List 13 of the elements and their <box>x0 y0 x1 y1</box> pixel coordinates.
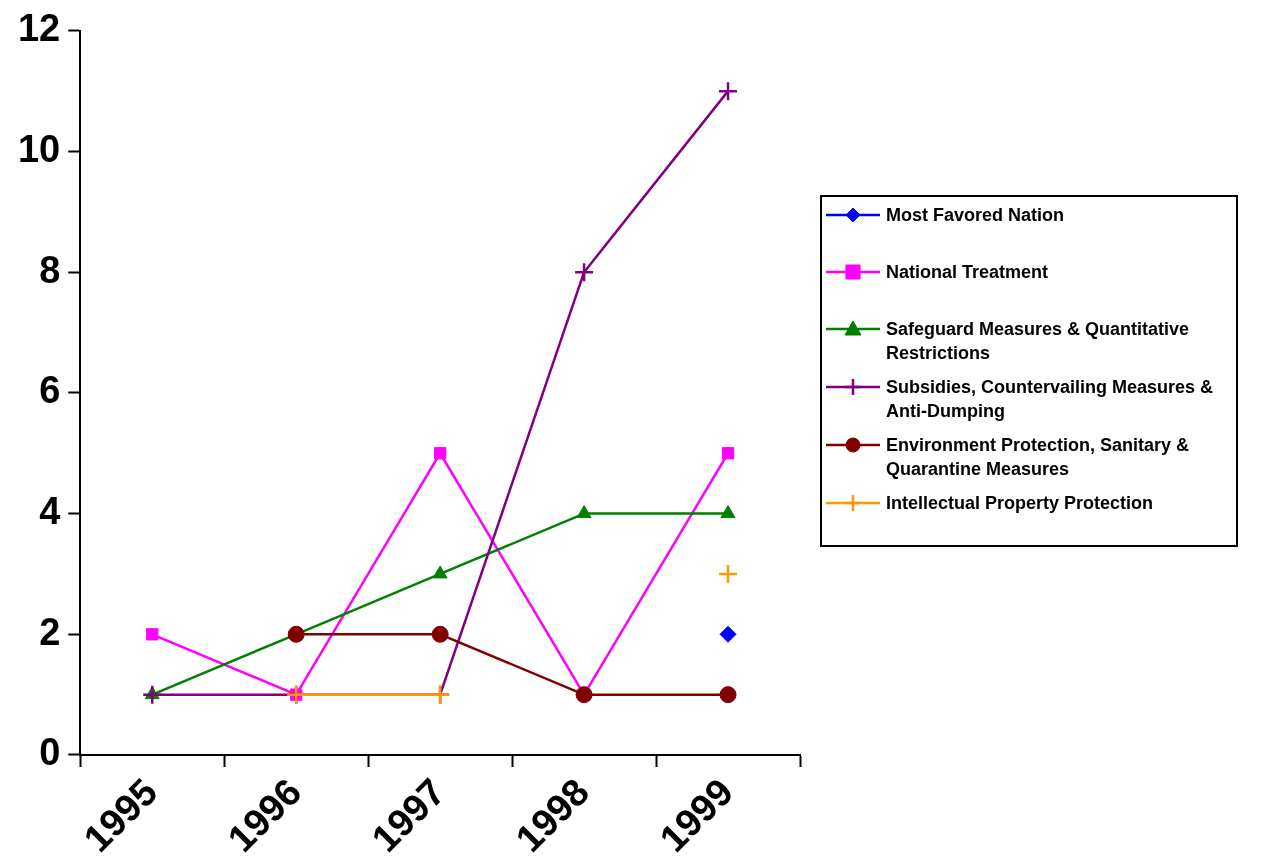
y-tick-label: 8 <box>39 248 61 291</box>
legend-label: Environment Protection, Sanitary & Quarantine Measures <box>886 434 1191 481</box>
y-tick-label: 12 <box>17 7 61 50</box>
legend-label: Safeguard Measures & Quantitative Restrictions <box>886 318 1191 365</box>
y-tick-label: 4 <box>39 490 61 533</box>
legend-label: Most Favored Nation <box>886 204 1065 227</box>
y-tick-label: 2 <box>39 610 61 653</box>
y-tick-label: 0 <box>39 731 61 774</box>
legend-label: Subsidies, Countervailing Measures & Anti-Dumping <box>886 376 1215 423</box>
legend-label: Intellectual Property Protection <box>886 492 1154 515</box>
y-tick-label: 6 <box>39 369 61 412</box>
y-tick-label: 10 <box>17 127 61 170</box>
legend-label: National Treatment <box>886 261 1049 284</box>
